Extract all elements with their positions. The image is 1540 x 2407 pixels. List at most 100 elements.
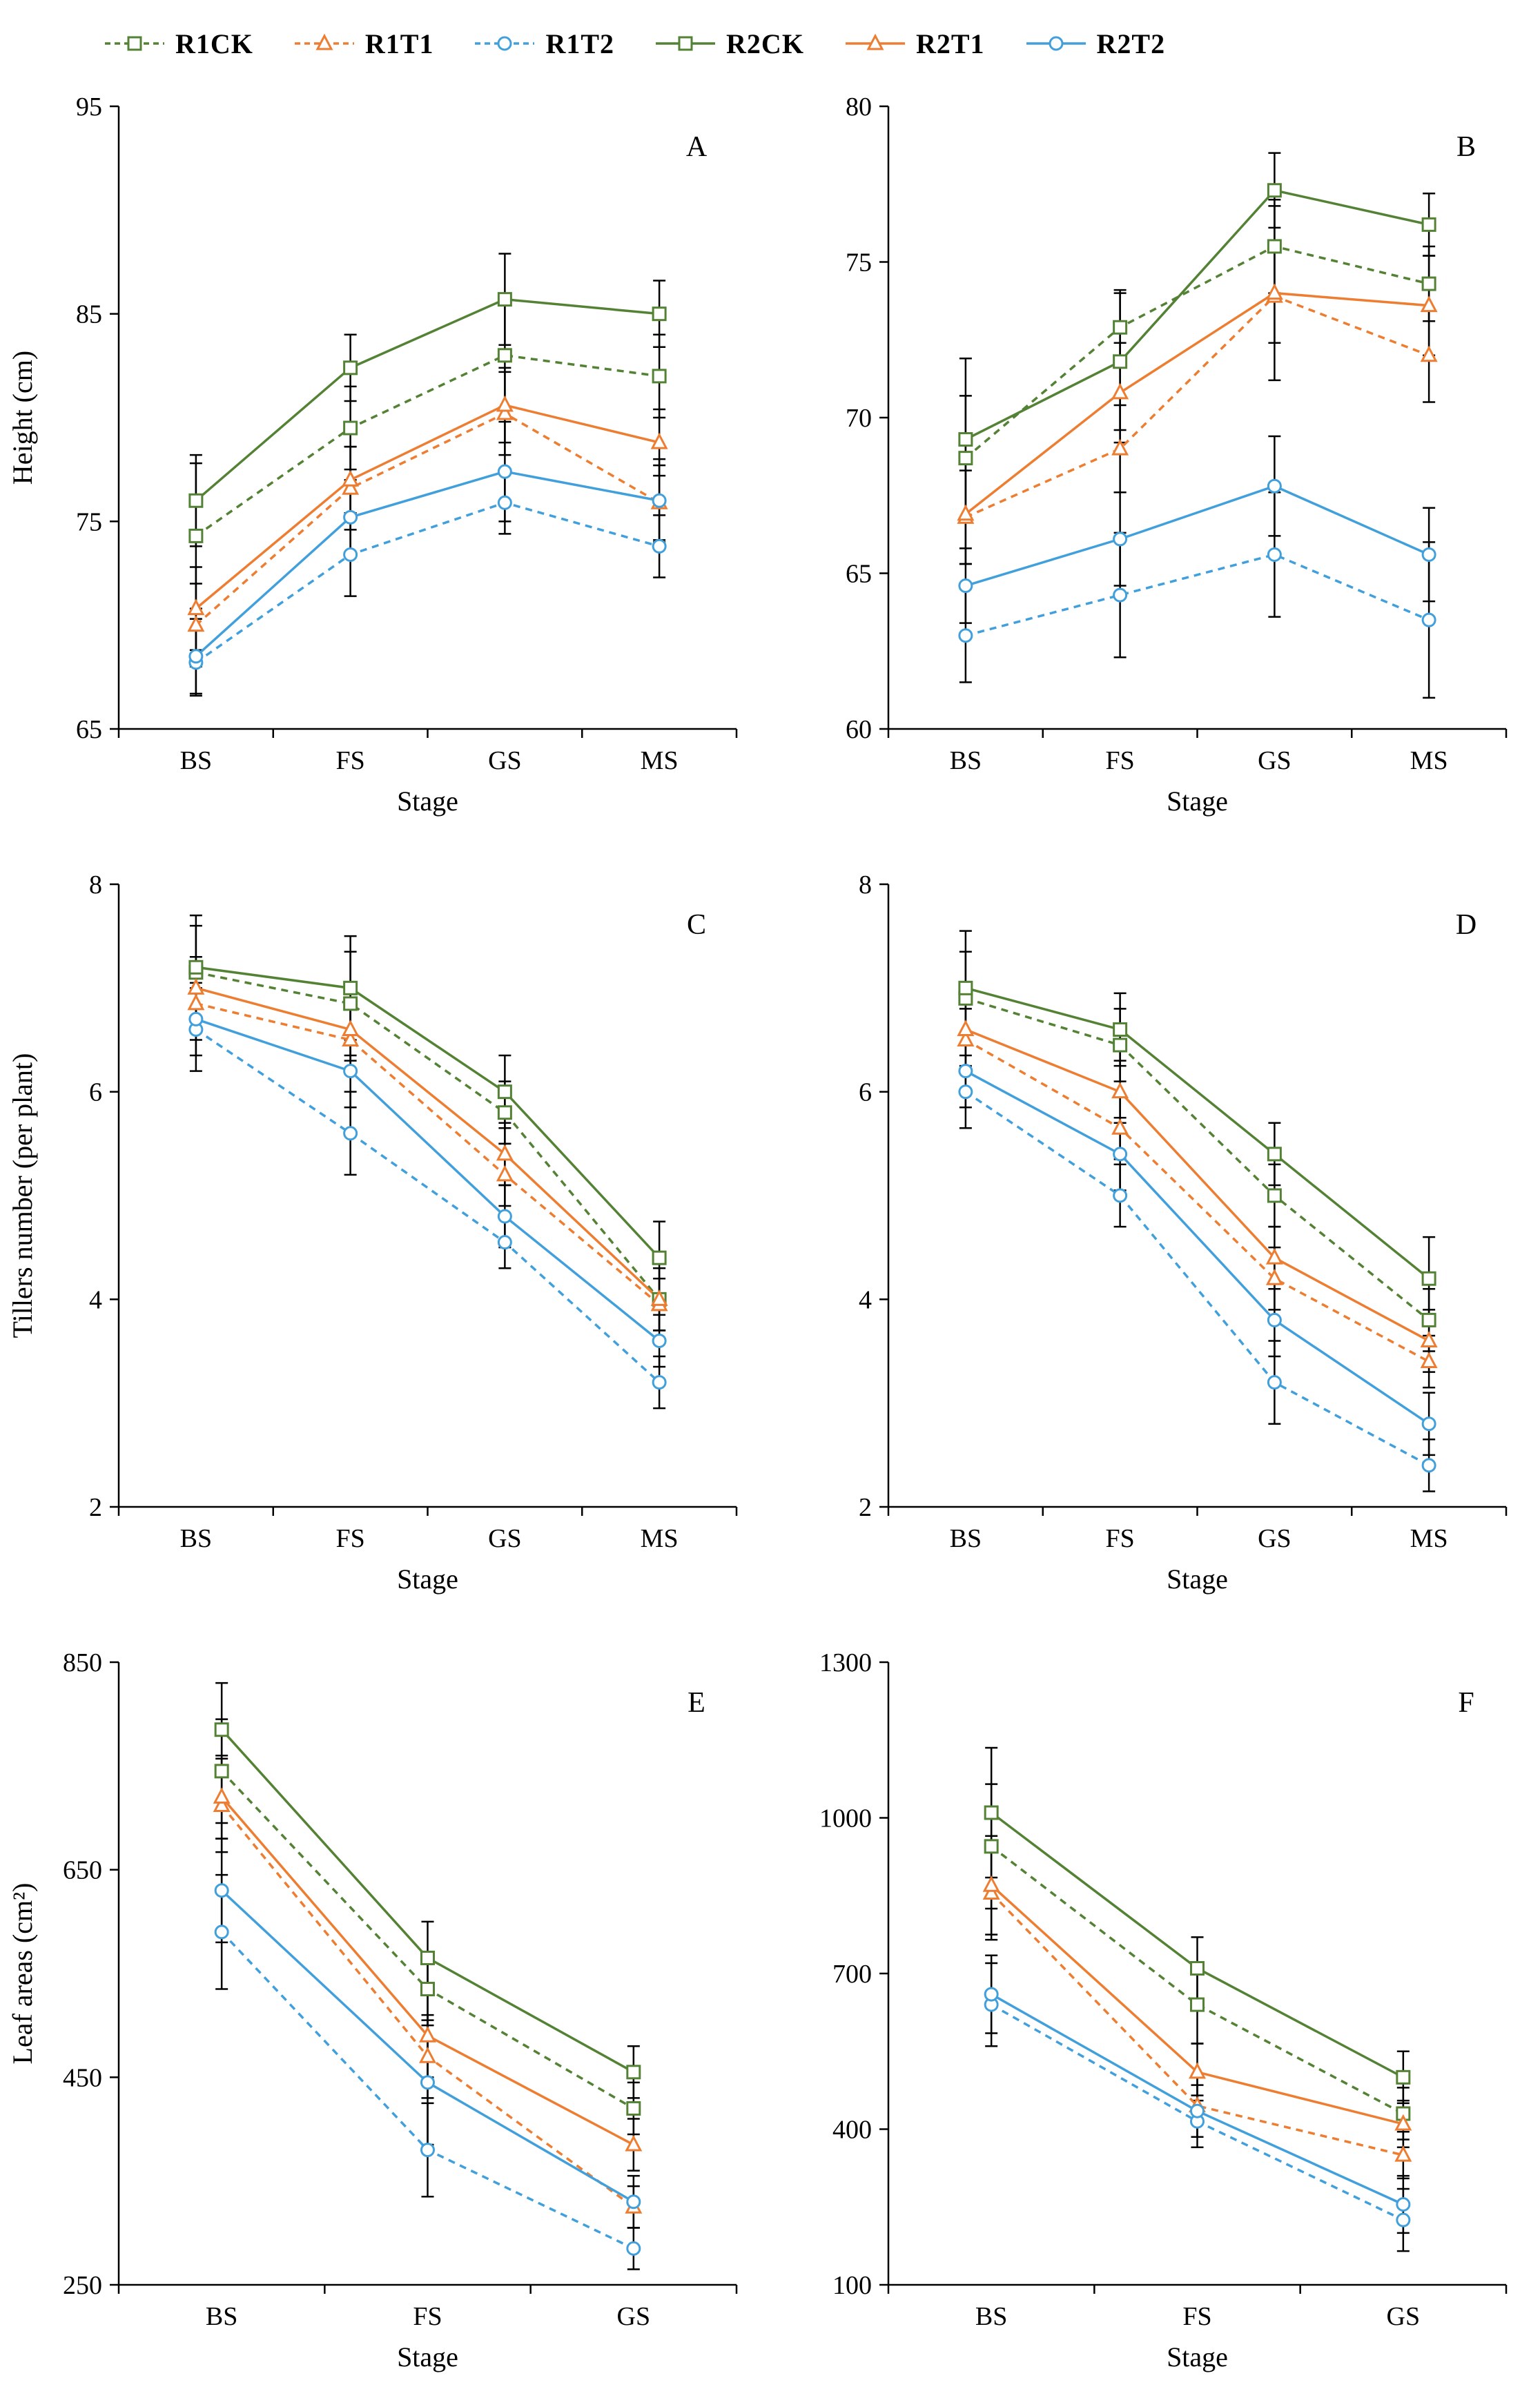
marker-r2t1 [419, 2025, 436, 2043]
marker-r1t2 [958, 1084, 973, 1100]
marker-r2t2 [1267, 478, 1282, 494]
marker-r1t2 [652, 538, 667, 554]
y-tick-label: 650 [63, 1856, 102, 1885]
marker-r1t2 [1421, 1458, 1436, 1473]
x-tick-label: GS [1387, 2302, 1421, 2331]
y-axis-label: Tillers number (per plant) [7, 1053, 38, 1338]
series-line-r1t2 [195, 1029, 661, 1383]
marker-r2ck [1421, 1271, 1436, 1286]
series-line-r1ck [195, 353, 660, 537]
marker-r2t1 [1265, 1247, 1283, 1265]
x-tick-label: GS [488, 1524, 522, 1553]
series-line-r2t1 [964, 291, 1430, 516]
marker-r2t1 [187, 598, 205, 616]
y-tick-label: 60 [846, 715, 872, 744]
marker-r1ck [626, 2101, 641, 2116]
marker-r2t1 [1394, 2114, 1412, 2131]
legend-swatch-r1t1-icon [294, 33, 354, 50]
marker-r2t1 [496, 1144, 514, 1161]
marker-r2t1 [650, 432, 668, 449]
marker-r2t2 [984, 1987, 999, 2002]
marker-r1ck [1267, 1188, 1282, 1203]
series-line-r1t2 [964, 1091, 1430, 1467]
marker-r1ck [497, 1105, 512, 1120]
series-line-r1t1 [195, 412, 661, 626]
x-tick-label: BS [180, 1524, 212, 1553]
series-line-r1ck [964, 245, 1430, 459]
marker-r2t2 [343, 509, 358, 525]
panel-letter: F [1458, 1687, 1474, 1719]
marker-r2t2 [1113, 532, 1128, 547]
marker-r1t1 [342, 478, 360, 495]
marker-r2ck [1113, 354, 1128, 369]
x-tick-label: MS [1410, 1524, 1448, 1553]
marker-r1t2 [1113, 587, 1128, 603]
marker-r1t2 [420, 2143, 435, 2158]
marker-r1t2 [958, 628, 973, 643]
marker-r1ck [214, 1764, 229, 1779]
chart-legend: R1CK R1T1 R1T2 R2CK R2T1 R2T2 [0, 0, 1540, 72]
marker-r2ck [1113, 1022, 1128, 1037]
y-tick-label: 75 [846, 249, 872, 277]
marker-r1t1 [213, 1795, 231, 1812]
triangle-marker-icon [866, 33, 884, 50]
marker-r2t2 [188, 1011, 204, 1026]
x-axis-label: Stage [397, 1563, 458, 1595]
x-tick-label: GS [1258, 1524, 1292, 1553]
marker-r2t2 [497, 464, 512, 479]
error-bars-r2ck [959, 930, 1436, 1321]
error-bars-r1t2 [959, 491, 1436, 699]
marker-r1ck [652, 369, 667, 384]
marker-r1ck [420, 1982, 435, 1997]
y-tick-label: 80 [846, 92, 872, 121]
chart-panel-f: 100 400 700 1000 1300 BS FS GS Stage F [819, 1648, 1508, 2372]
marker-r1ck [1113, 320, 1128, 335]
y-tick-label: 4 [859, 1285, 872, 1314]
marker-r1t2 [497, 1235, 512, 1250]
marker-r2t2 [188, 649, 204, 664]
y-tick-label: 700 [832, 1960, 872, 1989]
square-marker-icon [127, 36, 142, 51]
marker-r2t2 [958, 578, 973, 594]
error-bars-r2ck [959, 152, 1436, 522]
series-line-r1t1 [965, 295, 1430, 518]
legend-item-r2t2: R2T2 [1025, 28, 1166, 60]
error-bars-r2t1 [959, 205, 1436, 565]
y-tick-label: 75 [76, 507, 102, 536]
error-bars-r1t1 [189, 966, 666, 1332]
x-tick-label: GS [488, 746, 522, 775]
marker-r2ck [188, 959, 204, 975]
marker-r2t1 [1265, 283, 1283, 300]
panel-letter: E [688, 1687, 705, 1719]
marker-r2t1 [213, 1787, 231, 1804]
marker-r1t1 [957, 1030, 975, 1046]
y-tick-label: 400 [832, 2116, 872, 2145]
error-bars-r1t2 [189, 987, 666, 1410]
chart-panel-e: 250 450 650 850 BS FS GS Stage Leaf areas (cm²) E [7, 1648, 738, 2372]
marker-r2ck [652, 306, 667, 322]
circle-marker-icon [497, 36, 512, 51]
marker-r2t1 [625, 2134, 643, 2152]
marker-r2ck [1267, 183, 1282, 198]
y-tick-label: 1000 [819, 1804, 872, 1833]
series-line-r1ck [965, 997, 1430, 1321]
y-tick-label: 8 [89, 870, 102, 899]
panel-letter: A [686, 131, 708, 163]
legend-label-r1t1: R1T1 [364, 28, 434, 59]
marker-r2t2 [1421, 1416, 1436, 1432]
marker-r2t1 [342, 469, 360, 487]
marker-r1t2 [1396, 2212, 1411, 2228]
marker-r1t2 [497, 495, 512, 510]
series-line-r2t1 [195, 404, 660, 610]
marker-r2ck [343, 360, 358, 376]
legend-label-r2ck: R2CK [726, 28, 804, 59]
marker-r1ck [188, 528, 204, 543]
error-bars-r1t2 [959, 1054, 1436, 1492]
marker-r1t1 [982, 1883, 1000, 1900]
series-line-r2t2 [965, 485, 1430, 587]
marker-r2t2 [1190, 2103, 1205, 2118]
y-tick-label: 2 [89, 1493, 102, 1522]
marker-r1t1 [1111, 1118, 1129, 1135]
legend-swatch-r2t2-icon [1026, 36, 1086, 51]
